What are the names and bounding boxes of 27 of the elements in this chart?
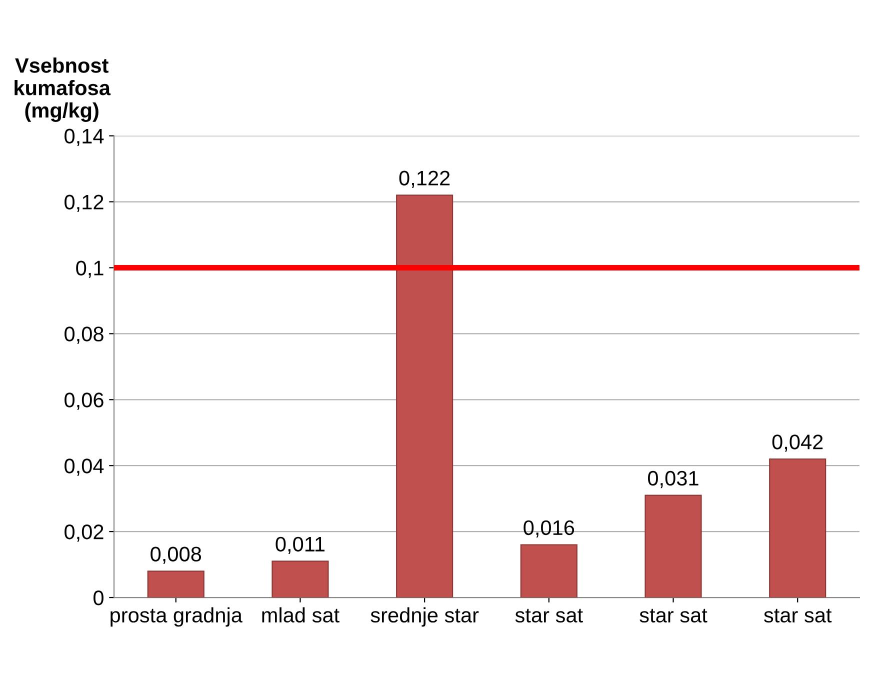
data-label: 0,016 <box>524 520 574 538</box>
bar <box>147 570 204 598</box>
x-tick-label: srednje star <box>370 607 479 627</box>
data-label: 0,031 <box>648 470 698 488</box>
y-tick-label: 0,14 <box>64 128 104 146</box>
bar <box>396 194 454 598</box>
data-label: 0,011 <box>276 536 324 554</box>
data-label: 0,008 <box>150 546 202 564</box>
y-tick-label: 0,12 <box>64 194 104 212</box>
data-label: 0,122 <box>399 170 450 188</box>
y-tick-label: 0,06 <box>64 392 104 410</box>
bar <box>769 458 826 598</box>
x-tick-label: star sat <box>515 608 583 623</box>
bar <box>520 544 578 598</box>
y-tick-label: 0,1 <box>76 260 104 278</box>
y-tick-label: 0,08 <box>64 326 104 344</box>
y-tick-label: 0,04 <box>64 458 104 476</box>
data-label: 0,042 <box>772 434 823 452</box>
y-tick-label: 0,02 <box>64 524 104 542</box>
x-tick-label: star sat <box>640 608 708 623</box>
x-tick-label: star sat <box>764 608 832 623</box>
bar <box>644 494 702 598</box>
y-tick-label: 0 <box>94 590 104 606</box>
x-tick-label: mlad sat <box>262 607 340 623</box>
x-tick-label: prosta gradnja <box>110 607 242 627</box>
y-axis-title: Vsebnost kumafosa (mg/kg) <box>14 58 111 122</box>
bar <box>272 560 329 598</box>
